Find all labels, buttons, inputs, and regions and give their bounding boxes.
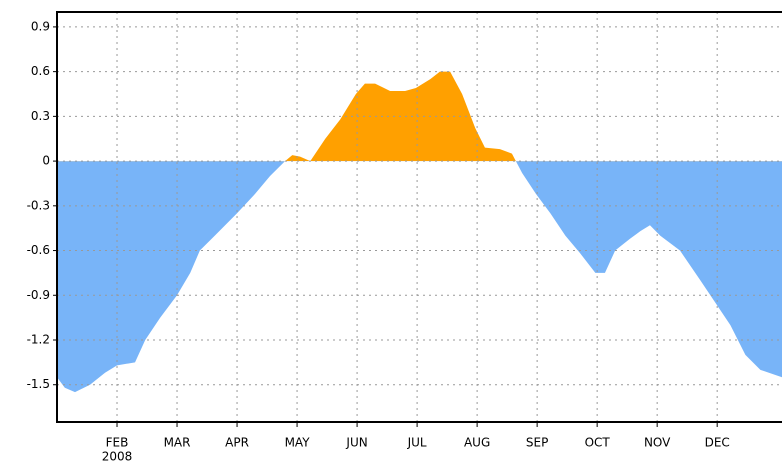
x-tick-label: FEB (106, 436, 129, 450)
negative-area (57, 161, 782, 393)
year-label: 2008 (102, 450, 133, 464)
x-tick-label: MAY (285, 436, 311, 450)
y-tick-label: -1.5 (27, 377, 50, 391)
x-tick-label: NOV (644, 436, 671, 450)
y-tick-label: 0.9 (31, 19, 50, 33)
x-tick-label: DEC (705, 436, 730, 450)
plot-layer: 0.9 0.6 0.3 0 -0.3 -0.6 -0.9 -1.2 -1.5 FEB MAR APR M… (27, 11, 782, 464)
y-tick-label: 0.6 (31, 64, 50, 78)
x-tick-label: JUL (407, 436, 427, 450)
y-tick-label: 0 (42, 154, 50, 168)
y-tick-label: -0.9 (27, 288, 50, 302)
x-tick-label: OCT (585, 436, 611, 450)
y-tick-label: -0.6 (27, 243, 50, 257)
plot-frame (56, 11, 782, 423)
y-tick-label: -0.3 (27, 198, 50, 212)
x-tick-label: JUN (345, 436, 367, 450)
x-tick-label: MAR (164, 436, 191, 450)
x-tick-label: APR (225, 436, 249, 450)
x-tick-label: SEP (526, 436, 548, 450)
y-tick-label: 0.3 (31, 109, 50, 123)
x-tick-label: AUG (464, 436, 490, 450)
y-tick-label: -1.2 (27, 333, 50, 347)
